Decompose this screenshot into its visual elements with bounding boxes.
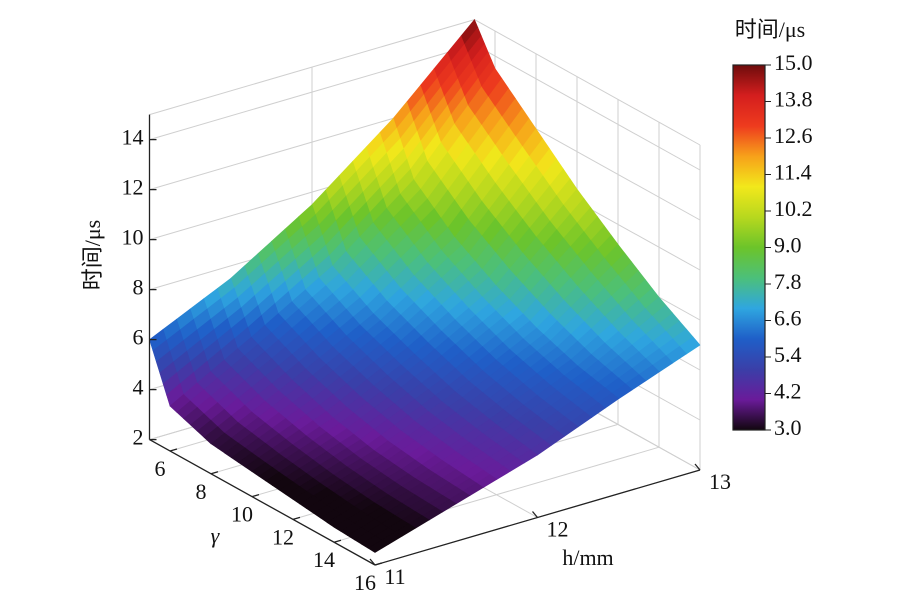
z-tick-label: 8	[133, 275, 144, 300]
x-tick-label: 6	[155, 456, 166, 481]
colorbar-tick-label: 5.4	[774, 342, 802, 367]
x-tick-label: 10	[231, 502, 253, 527]
colorbar-tick-label: 9.0	[774, 233, 802, 258]
colorbar-title: 时间/μs	[735, 17, 805, 42]
colorbar-tick-label: 15.0	[774, 50, 813, 75]
tick-mark	[374, 562, 383, 566]
x-axis	[149, 439, 376, 566]
box-edge	[149, 19, 475, 116]
colorbar-tick-label: 4.2	[774, 379, 802, 404]
z-tick-label: 6	[133, 325, 144, 350]
grid-line	[474, 44, 701, 171]
x-axis-label: γ	[211, 523, 221, 548]
tick-mark	[532, 511, 538, 518]
tick-mark	[210, 471, 219, 475]
colorbar-tick-label: 12.6	[774, 123, 813, 148]
box-edge	[474, 19, 701, 146]
x-tick-label: 12	[272, 524, 294, 549]
tick-mark	[251, 493, 260, 498]
colorbar-tick-label: 7.8	[774, 269, 802, 294]
z-tick-label: 2	[133, 425, 144, 450]
tick-mark	[369, 558, 376, 566]
z-tick-label: 12	[122, 175, 144, 200]
z-tick-label: 4	[133, 375, 144, 400]
surface-patch	[367, 539, 390, 553]
colorbar-tick-label: 6.6	[774, 306, 802, 331]
x-tick-label: 16	[354, 570, 376, 595]
z-axis-label: 时间/μs	[80, 220, 105, 290]
tick-mark	[694, 463, 701, 471]
y-tick-label: 12	[547, 517, 569, 542]
x-tick-label: 8	[196, 479, 207, 504]
colorbar-tick-label: 13.8	[774, 87, 813, 112]
z-tick-label: 10	[122, 225, 144, 250]
tick-mark	[292, 516, 301, 521]
tick-mark	[333, 539, 342, 543]
colorbar-tick-label: 10.2	[774, 196, 813, 221]
colorbar	[732, 64, 766, 431]
z-tick-label: 14	[122, 125, 144, 150]
colorbar-tick-label: 11.4	[774, 160, 812, 185]
y-tick-label: 13	[709, 469, 731, 494]
tick-mark	[169, 448, 178, 452]
y-axis-label: h/mm	[562, 545, 613, 570]
x-tick-label: 14	[313, 547, 335, 572]
colorbar-tick-label: 3.0	[774, 415, 802, 440]
y-tick-label: 11	[384, 564, 405, 589]
